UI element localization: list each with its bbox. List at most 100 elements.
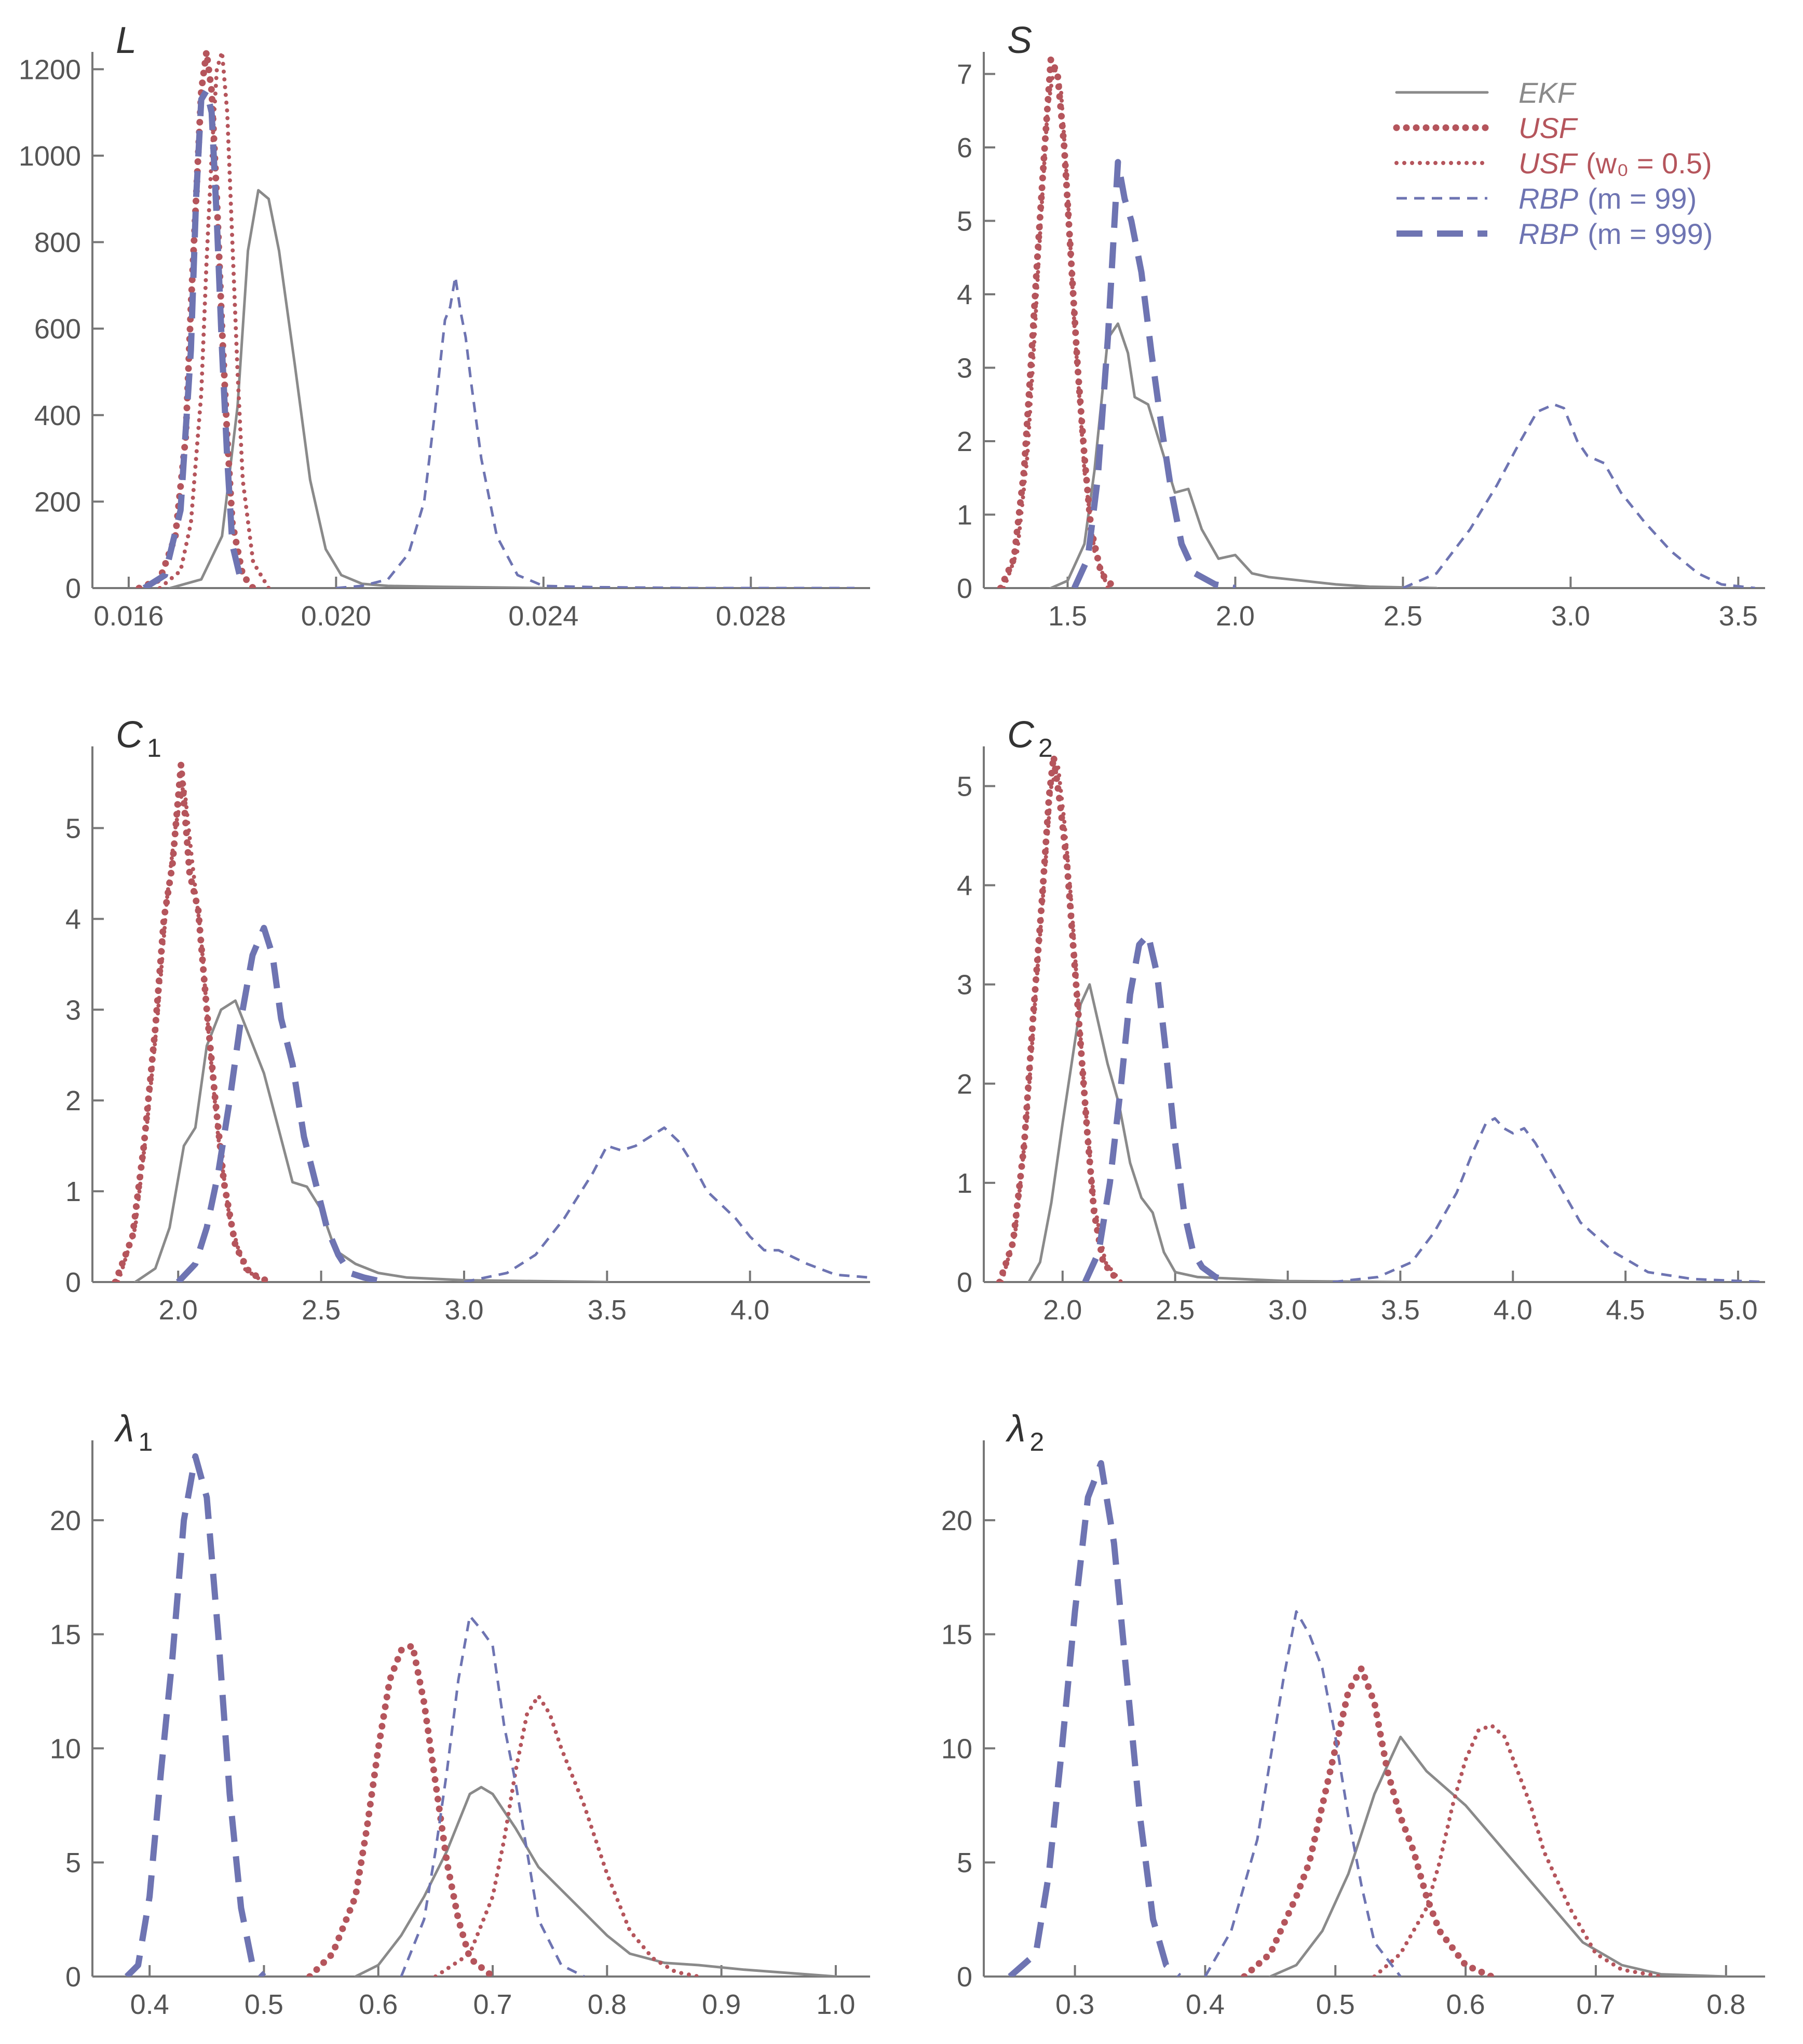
y-tick-label: 10 [50,1733,81,1764]
y-tick-label: 20 [941,1505,972,1536]
y-tick-label: 0 [957,1267,972,1298]
x-tick-label: 2.0 [1216,601,1255,632]
series-line-rbp-m-999 [1082,932,1232,1282]
series-line-rbp-m-999 [1008,1460,1182,1977]
series-line-usf [112,761,273,1282]
y-tick-label: 2 [957,426,972,457]
y-tick-label: 3 [957,970,972,1001]
legend-item-usf: USF [1393,112,1578,144]
series-line-rbp-m-999 [142,88,246,588]
series-line-usf [997,56,1118,588]
series-line-rbp-m-99 [1402,403,1755,588]
x-tick-label: 0.4 [1186,1989,1225,2020]
x-tick-label: 2.5 [1384,601,1422,632]
panel-5: 0.4 0.5 0.6 0.7 0.8 0.9 1.0 0 5 10 15 20 λ 1 [50,1408,870,2020]
y-tick-label: 4 [957,279,972,310]
panel-2: 1.5 2.0 2.5 3.0 3.5 0 1 2 3 4 5 6 7 S [957,20,1765,632]
y-tick-label: 0 [957,1961,972,1993]
y-tick-label: 400 [34,400,81,431]
x-tick-label: 0.6 [359,1989,398,2020]
y-tick-label: 4 [65,904,81,935]
series-line-rbp-m-999 [124,1453,266,1977]
y-tick-label: 5 [65,1847,81,1878]
y-tick-label: 0 [65,1267,81,1298]
x-tick-label: 5.0 [1718,1294,1757,1326]
series-line-usf-w0-0-5 [116,781,266,1282]
y-tick-label: 3 [65,994,81,1026]
x-tick-label: 0.020 [301,601,371,632]
y-tick-label: 15 [941,1619,972,1651]
x-tick-label: 2.0 [1043,1294,1082,1326]
panel-label: L [116,20,137,61]
x-tick-label: 0.5 [1316,1989,1355,2020]
y-tick-label: 5 [957,771,972,802]
legend-item-ekf: EKF [1395,76,1577,109]
x-tick-label: 0.8 [1706,1989,1745,2020]
panel-4: 2.0 2.5 3.0 3.5 4.0 4.5 5.0 0 1 2 3 4 5 C 2 [957,714,1765,1326]
x-tick-label: 4.0 [730,1294,769,1326]
series-line-rbp-m-99 [336,275,855,588]
y-tick-label: 20 [50,1505,81,1536]
series-line-usf [1241,1665,1495,1977]
x-tick-label: 0.016 [93,601,164,632]
series-line-rbp-m-999 [1071,159,1236,588]
x-tick-label: 0.4 [130,1989,169,2020]
series-line-rbp-m-999 [175,924,385,1282]
x-tick-label: 0.024 [508,601,578,632]
legend-item-rbp99: RBP (m = 99) [1397,182,1697,215]
series-line-ekf [134,999,608,1282]
panel-label: S [1007,20,1032,61]
series-line-usf-w0-0-5 [433,1694,701,1977]
panel-3: 2.0 2.5 3.0 3.5 4.0 0 1 2 3 4 5 C 1 [65,714,870,1326]
y-tick-label: 7 [957,59,972,90]
series-line-usf [306,1642,496,1977]
x-tick-label: 3.0 [1268,1294,1307,1326]
y-tick-label: 5 [65,813,81,844]
y-tick-label: 5 [957,206,972,237]
x-tick-label: 2.0 [159,1294,198,1326]
x-tick-label: 2.5 [1156,1294,1195,1326]
legend-item-rbp999: RBP (m = 999) [1397,217,1713,250]
x-tick-label: 0.7 [1576,1989,1615,2020]
y-tick-label: 1000 [19,141,81,172]
x-tick-label: 0.9 [702,1989,741,2020]
y-tick-label: 800 [34,227,81,258]
x-tick-label: 3.5 [1719,601,1758,632]
series-line-ekf [354,1786,837,1977]
x-tick-label: 4.0 [1494,1294,1533,1326]
x-tick-label: 0.8 [588,1989,627,2020]
legend-item-usf05: USF (w₀ = 0.5) [1394,147,1712,180]
x-tick-label: 0.028 [716,601,786,632]
series-line-usf-w0-0-5 [999,764,1123,1282]
x-tick-label: 3.0 [1551,601,1590,632]
series-line-rbp-m-99 [1333,1117,1765,1282]
x-tick-label: 1.5 [1048,601,1087,632]
series-line-rbp-m-99 [1204,1610,1402,1977]
series-line-usf-w0-0-5 [1372,1723,1663,1977]
y-tick-label: 200 [34,486,81,517]
series-line-usf-w0-0-5 [157,50,271,588]
series-line-rbp-m-99 [400,1615,585,1977]
y-tick-label: 1 [957,499,972,530]
legend-label: EKF [1519,76,1577,109]
x-tick-label: 3.5 [588,1294,627,1326]
y-tick-label: 2 [957,1069,972,1100]
y-tick-label: 2 [65,1085,81,1116]
legend-label: USF (w₀ = 0.5) [1519,147,1712,180]
y-tick-label: 0 [65,1961,81,1993]
x-tick-label: 2.5 [302,1294,341,1326]
y-tick-label: 1 [65,1176,81,1207]
legend-label: RBP (m = 99) [1519,182,1697,215]
y-tick-label: 0 [957,573,972,604]
x-tick-label: 3.5 [1381,1294,1420,1326]
y-tick-label: 4 [957,870,972,902]
y-tick-label: 3 [957,352,972,384]
series-line-ekf [1049,322,1438,588]
x-tick-label: 4.5 [1606,1294,1645,1326]
series-line-usf [996,753,1122,1282]
legend-label: RBP (m = 999) [1519,217,1713,250]
